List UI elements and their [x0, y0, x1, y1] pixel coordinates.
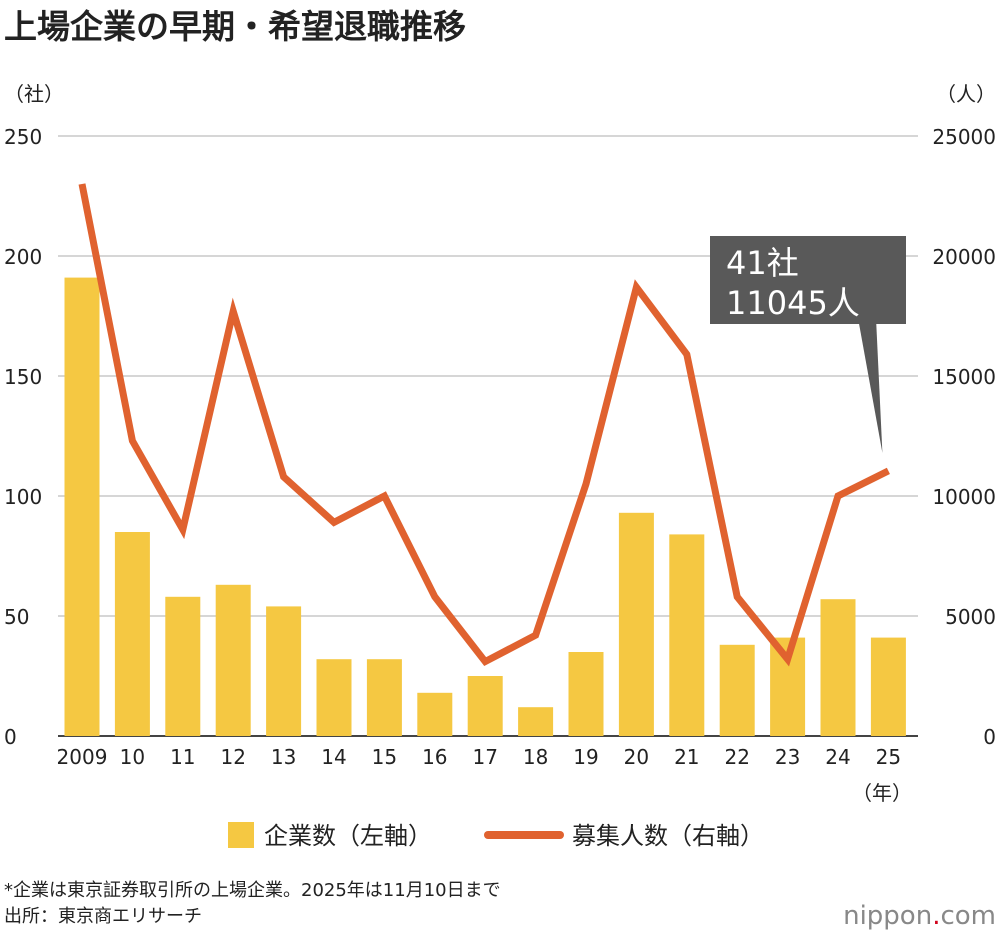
x-tick-label: 11	[170, 745, 195, 769]
annotation-pointer	[858, 318, 883, 453]
x-tick-label: 18	[523, 745, 548, 769]
bar	[467, 676, 503, 736]
x-tick-label: 10	[120, 745, 145, 769]
x-tick-label: 21	[674, 745, 699, 769]
footnote: *企業は東京証券取引所の上場企業。2025年は11月10日まで	[4, 880, 501, 901]
annotation-box	[710, 236, 906, 324]
logo: nippon.com	[843, 901, 996, 931]
bar	[366, 659, 402, 736]
right-axis-unit: （人）	[936, 82, 996, 106]
annotation-line2: 11045人	[726, 284, 860, 322]
x-tick-label: 19	[573, 745, 598, 769]
x-tick-label: 15	[372, 745, 397, 769]
x-tick-label: 25	[876, 745, 901, 769]
x-tick-label: 16	[422, 745, 447, 769]
bar	[719, 644, 755, 736]
bar	[518, 707, 554, 736]
bar	[64, 277, 100, 736]
legend-swatch-bar	[228, 822, 254, 848]
x-tick-label: 22	[724, 745, 749, 769]
legend-label-line: 募集人数（右軸）	[572, 822, 764, 850]
left-tick-label: 200	[4, 245, 42, 269]
left-tick-label: 250	[4, 125, 42, 149]
bar	[114, 532, 150, 736]
legend-label-bar: 企業数（左軸）	[264, 822, 432, 850]
x-tick-label: 24	[825, 745, 850, 769]
left-tick-label: 100	[4, 485, 42, 509]
bar	[568, 652, 604, 736]
x-tick-label: 2009	[57, 745, 108, 769]
bar	[266, 606, 302, 736]
x-tick-label: 13	[271, 745, 296, 769]
bar	[669, 534, 705, 736]
legend: 企業数（左軸） 募集人数（右軸）	[228, 822, 764, 850]
right-tick-label: 15000	[932, 365, 996, 389]
right-tick-label: 5000	[945, 605, 996, 629]
right-tick-label: 25000	[932, 125, 996, 149]
bar	[165, 596, 201, 736]
x-axis-unit: （年）	[852, 781, 912, 805]
left-tick-label: 0	[4, 725, 17, 749]
left-tick-label: 50	[4, 605, 29, 629]
annotation-line1: 41社	[726, 244, 799, 282]
chart-title: 上場企業の早期・希望退職推移	[4, 7, 466, 46]
x-tick-label: 20	[624, 745, 649, 769]
bar	[417, 692, 453, 736]
bar	[618, 512, 654, 736]
right-tick-label: 0	[983, 725, 996, 749]
x-tick-label: 12	[220, 745, 245, 769]
bar	[215, 584, 251, 736]
x-tick-label: 17	[472, 745, 497, 769]
left-axis-unit: （社）	[4, 82, 64, 106]
bar	[870, 637, 906, 736]
bar	[820, 599, 856, 736]
left-tick-label: 150	[4, 365, 42, 389]
x-tick-label: 14	[321, 745, 346, 769]
bar	[316, 659, 352, 736]
source-note: 出所：東京商エリサーチ	[4, 906, 202, 927]
right-tick-label: 10000	[932, 485, 996, 509]
right-tick-label: 20000	[932, 245, 996, 269]
x-tick-label: 23	[775, 745, 800, 769]
